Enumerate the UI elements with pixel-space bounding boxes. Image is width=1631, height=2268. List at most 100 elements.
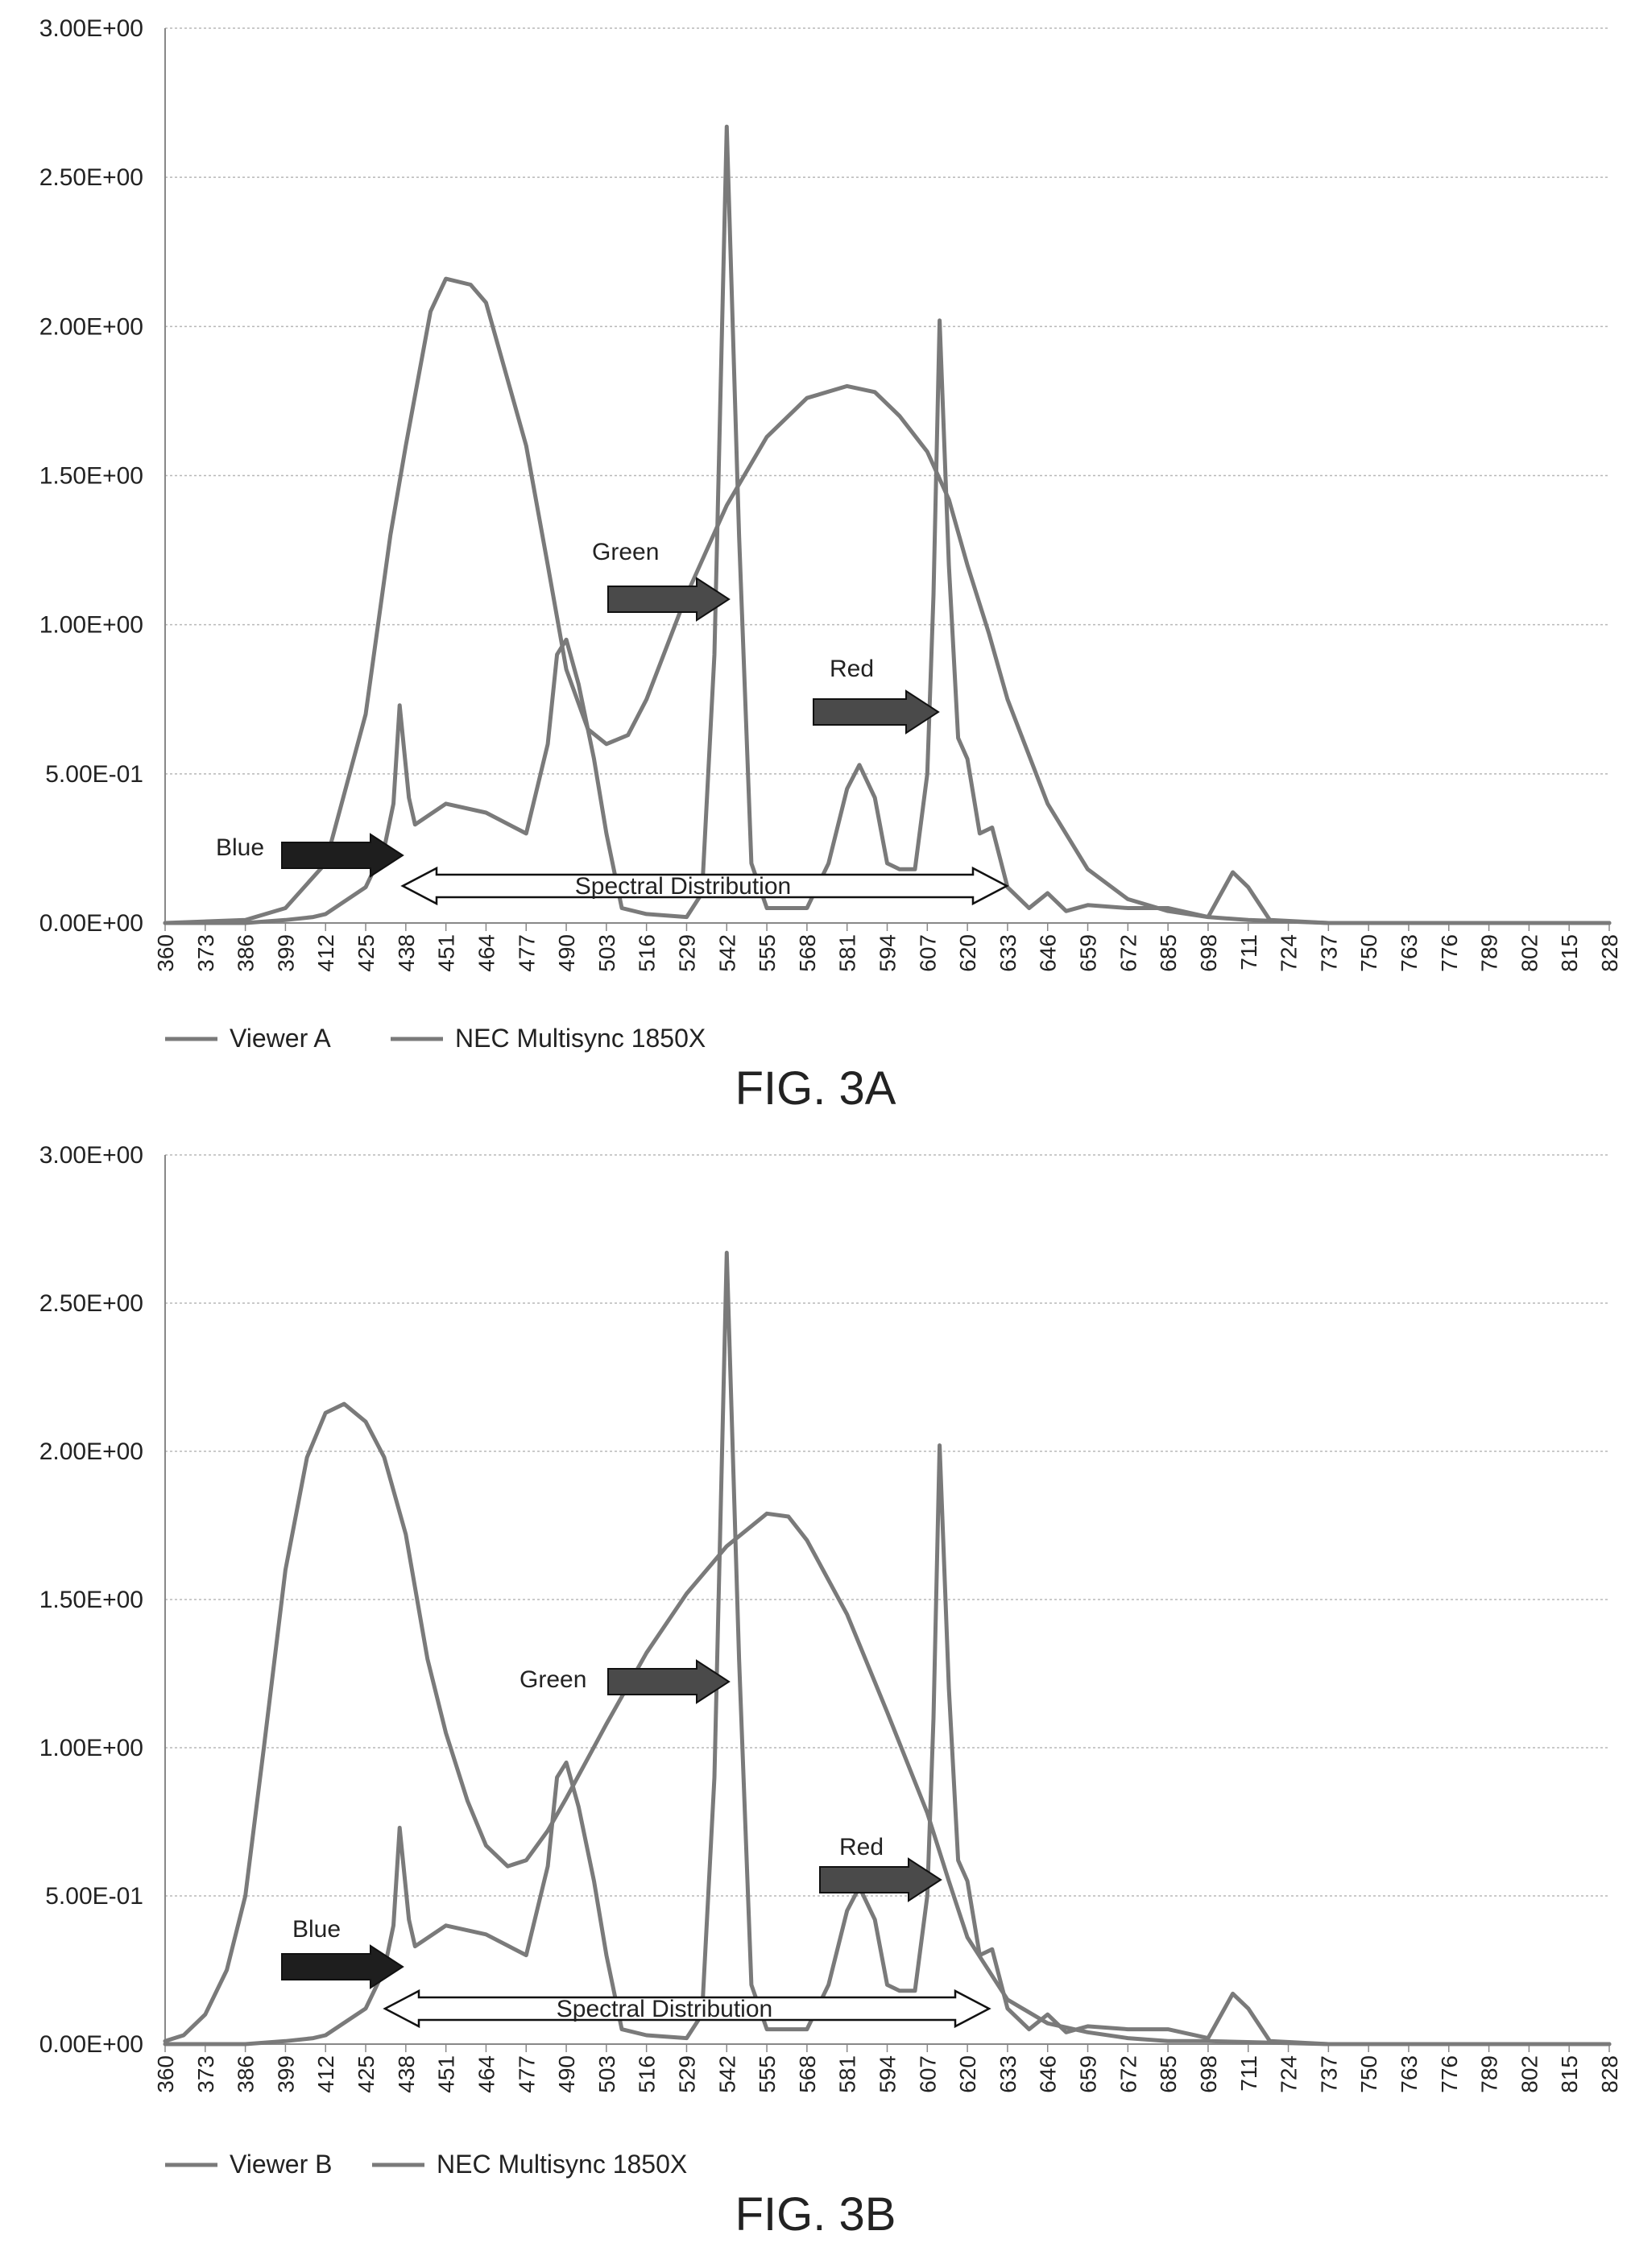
red-arrow bbox=[813, 689, 940, 735]
x-tick-label: 646 bbox=[1036, 934, 1061, 972]
series-line-2 bbox=[163, 1250, 1612, 2047]
x-tick-label: 373 bbox=[193, 2055, 218, 2093]
x-tick-label: 568 bbox=[795, 2055, 820, 2093]
legend-label: Viewer A bbox=[230, 1024, 331, 1053]
x-tick-label: 633 bbox=[996, 2055, 1020, 2093]
x-tick-label: 763 bbox=[1397, 2055, 1422, 2093]
figure-caption: FIG. 3A bbox=[735, 1062, 896, 1115]
x-tick-label: 711 bbox=[1236, 2055, 1261, 2092]
annotation-red-label: Red bbox=[830, 656, 874, 682]
figure-caption: FIG. 3B bbox=[735, 2188, 896, 2241]
x-tick-label: 516 bbox=[635, 2055, 660, 2093]
blue-arrow bbox=[281, 833, 404, 878]
series-line-1 bbox=[163, 276, 1612, 925]
x-tick-label: 386 bbox=[234, 2055, 259, 2093]
x-tick-label: 399 bbox=[273, 2055, 298, 2093]
x-tick-label: 503 bbox=[594, 934, 619, 972]
x-tick-label: 464 bbox=[474, 2055, 499, 2093]
x-tick-label: 594 bbox=[876, 2055, 900, 2093]
x-tick-label: 620 bbox=[955, 934, 980, 972]
x-tick-label: 620 bbox=[955, 2055, 980, 2093]
y-tick-label: 1.50E+00 bbox=[39, 463, 143, 490]
annotation-spectral-label: Spectral Distribution bbox=[575, 873, 791, 900]
x-tick-label: 750 bbox=[1356, 934, 1381, 972]
x-tick-label: 412 bbox=[313, 934, 338, 972]
y-tick-label: 3.00E+00 bbox=[39, 1142, 143, 1169]
x-tick-label: 789 bbox=[1477, 2055, 1502, 2093]
x-tick-label: 555 bbox=[755, 2055, 780, 2093]
x-tick-label: 373 bbox=[193, 934, 218, 972]
x-tick-label: 672 bbox=[1116, 934, 1140, 972]
y-tick-label: 3.00E+00 bbox=[39, 15, 143, 42]
x-tick-label: 802 bbox=[1517, 2055, 1542, 2093]
annotation-blue-label: Blue bbox=[292, 1916, 341, 1943]
annotation-green-label: Green bbox=[520, 1666, 586, 1693]
green-arrow bbox=[607, 1659, 731, 1704]
x-tick-label: 555 bbox=[755, 934, 780, 972]
x-tick-label: 776 bbox=[1437, 2055, 1462, 2093]
y-tick-label: 5.00E-01 bbox=[45, 1883, 143, 1910]
x-tick-label: 763 bbox=[1397, 934, 1422, 972]
x-tick-label: 646 bbox=[1036, 2055, 1061, 2093]
x-tick-label: 750 bbox=[1356, 2055, 1381, 2093]
x-tick-label: 724 bbox=[1277, 934, 1302, 972]
x-tick-label: 451 bbox=[434, 2055, 459, 2093]
x-tick-label: 828 bbox=[1597, 934, 1622, 972]
x-tick-label: 581 bbox=[835, 934, 860, 972]
x-tick-label: 607 bbox=[915, 2055, 940, 2093]
y-tick-label: 2.50E+00 bbox=[39, 1290, 143, 1317]
legend-label: NEC Multisync 1850X bbox=[455, 1024, 706, 1053]
x-tick-label: 659 bbox=[1076, 2055, 1101, 2093]
x-tick-label: 737 bbox=[1316, 2055, 1341, 2093]
x-tick-label: 711 bbox=[1236, 934, 1261, 971]
x-tick-label: 633 bbox=[996, 934, 1020, 972]
figure-3a: 0.00E+00 5.00E-01 1.00E+00 1.50E+00 2.00E+00… bbox=[39, 15, 1622, 1115]
x-tick-label: 399 bbox=[273, 934, 298, 972]
x-tick-label: 425 bbox=[354, 2055, 379, 2093]
x-tick-label: 360 bbox=[153, 934, 178, 972]
y-tick-label: 5.00E-01 bbox=[45, 761, 143, 788]
x-tick-label: 568 bbox=[795, 934, 820, 972]
x-tick-label: 737 bbox=[1316, 934, 1341, 972]
x-tick-label: 464 bbox=[474, 934, 499, 972]
spectral-distribution-arrow bbox=[383, 1989, 991, 2029]
x-tick-label: 581 bbox=[835, 2055, 860, 2093]
x-tick-label: 477 bbox=[514, 934, 539, 972]
chart-3a: 0.00E+00 5.00E-01 1.00E+00 1.50E+00 2.00E+00… bbox=[39, 15, 1622, 1053]
x-tick-label: 685 bbox=[1156, 934, 1181, 972]
chart-3b: 0.00E+00 5.00E-01 1.00E+00 1.50E+00 2.00E+00… bbox=[39, 1142, 1622, 2179]
x-tick-label: 672 bbox=[1116, 2055, 1140, 2093]
x-tick-label: 529 bbox=[674, 934, 699, 972]
annotation-red-label: Red bbox=[839, 1834, 884, 1860]
x-tick-label: 477 bbox=[514, 2055, 539, 2093]
x-tick-label: 815 bbox=[1557, 2055, 1582, 2093]
x-tick-label: 776 bbox=[1437, 934, 1462, 972]
spectral-distribution-arrow bbox=[400, 866, 1009, 906]
x-tick-label: 542 bbox=[714, 934, 739, 972]
y-tick-label: 1.50E+00 bbox=[39, 1587, 143, 1613]
x-tick-label: 789 bbox=[1477, 934, 1502, 972]
y-tick-label: 2.00E+00 bbox=[39, 313, 143, 340]
annotation-green-label: Green bbox=[592, 539, 659, 565]
series-line-1 bbox=[163, 1401, 1612, 2047]
green-arrow bbox=[607, 577, 731, 622]
x-tick-label: 412 bbox=[313, 2055, 338, 2093]
y-tick-label: 2.00E+00 bbox=[39, 1438, 143, 1465]
x-tick-label: 516 bbox=[635, 934, 660, 972]
series-line-2 bbox=[163, 124, 1612, 925]
red-arrow bbox=[819, 1857, 942, 1902]
x-tick-label: 698 bbox=[1196, 934, 1221, 972]
x-tick-label: 724 bbox=[1277, 2055, 1302, 2093]
x-tick-label: 503 bbox=[594, 2055, 619, 2093]
x-tick-label: 802 bbox=[1517, 934, 1542, 972]
y-tick-label: 1.00E+00 bbox=[39, 612, 143, 639]
x-tick-label: 607 bbox=[915, 934, 940, 972]
y-tick-label: 0.00E+00 bbox=[39, 2031, 143, 2058]
x-tick-label: 828 bbox=[1597, 2055, 1622, 2093]
x-tick-label: 594 bbox=[876, 934, 900, 972]
x-tick-label: 698 bbox=[1196, 2055, 1221, 2093]
x-tick-label: 529 bbox=[674, 2055, 699, 2093]
x-tick-label: 659 bbox=[1076, 934, 1101, 972]
figure-3b: 0.00E+00 5.00E-01 1.00E+00 1.50E+00 2.00E+00… bbox=[0, 1136, 1631, 2268]
legend-label: NEC Multisync 1850X bbox=[437, 2150, 687, 2179]
